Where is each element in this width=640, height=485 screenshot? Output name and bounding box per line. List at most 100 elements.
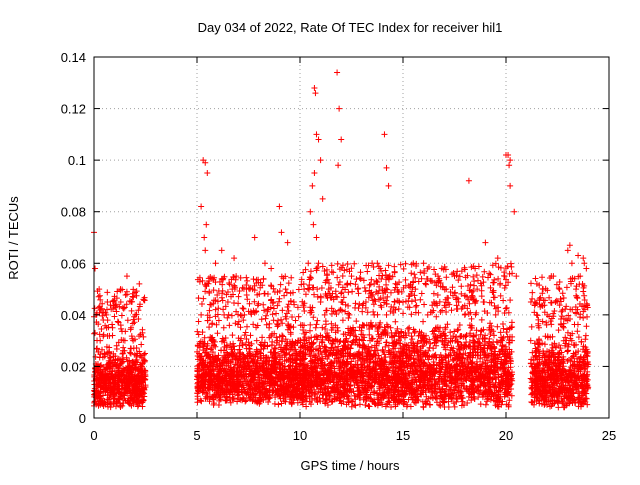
data-point (98, 326, 104, 332)
data-point (330, 269, 336, 275)
data-point (231, 300, 237, 306)
data-point (240, 305, 246, 311)
data-point (336, 308, 342, 314)
data-point (221, 312, 227, 318)
data-point (96, 294, 102, 300)
data-point (500, 326, 506, 332)
data-point (259, 316, 265, 322)
data-point (491, 332, 497, 338)
data-point (218, 347, 224, 353)
data-point (263, 316, 269, 322)
data-point (447, 329, 453, 335)
data-point (340, 317, 346, 323)
data-point (250, 321, 256, 327)
data-point (362, 402, 368, 408)
data-point (209, 320, 215, 326)
data-point (293, 317, 299, 323)
data-point (260, 302, 266, 308)
data-point (250, 276, 256, 282)
data-point (357, 401, 363, 407)
data-point (494, 324, 500, 330)
data-point (206, 324, 212, 330)
data-point (247, 332, 253, 338)
data-point (229, 332, 235, 338)
data-point (142, 297, 148, 303)
data-point (313, 321, 319, 327)
data-point (138, 342, 144, 348)
data-point (270, 311, 276, 317)
data-point (119, 312, 125, 318)
data-point (262, 291, 268, 297)
data-point (467, 310, 473, 316)
data-point (196, 319, 202, 325)
data-point (388, 290, 394, 296)
data-point (503, 306, 509, 312)
data-point (409, 336, 415, 342)
data-point (452, 404, 458, 410)
data-point (308, 275, 314, 281)
data-point (483, 402, 489, 408)
data-point (446, 404, 452, 410)
data-point (281, 293, 287, 299)
data-point (469, 316, 475, 322)
data-point (134, 345, 140, 351)
data-point (498, 329, 504, 335)
data-point (494, 339, 500, 345)
data-point (314, 318, 320, 324)
data-point (239, 285, 245, 291)
data-point (328, 321, 334, 327)
data-point (353, 318, 359, 324)
data-point (215, 305, 221, 311)
data-point (455, 327, 461, 333)
data-point (272, 401, 278, 407)
data-point (478, 401, 484, 407)
data-point (420, 319, 426, 325)
data-point (284, 289, 290, 295)
data-point (131, 319, 137, 325)
data-point (296, 314, 302, 320)
data-point (487, 331, 493, 337)
data-point (237, 343, 243, 349)
data-point (244, 292, 250, 298)
data-point (123, 292, 129, 298)
data-point (487, 320, 493, 326)
data-point (278, 282, 284, 288)
data-point (129, 333, 135, 339)
data-point (236, 294, 242, 300)
data-point (226, 322, 232, 328)
data-point (353, 403, 359, 409)
data-point (194, 329, 200, 335)
data-point (263, 313, 269, 319)
data-point (457, 333, 463, 339)
data-point (323, 321, 329, 327)
data-point (356, 290, 362, 296)
data-point (286, 280, 292, 286)
data-point (125, 317, 131, 323)
data-point (195, 393, 201, 399)
data-point (199, 301, 205, 307)
data-point (129, 308, 135, 314)
data-point (313, 333, 319, 339)
data-point (360, 338, 366, 344)
data-point (240, 317, 246, 323)
data-point (479, 317, 485, 323)
data-point (276, 296, 282, 302)
data-point (220, 297, 226, 303)
data-point (244, 278, 250, 284)
data-point (469, 360, 475, 366)
data-point (278, 317, 284, 323)
data-point (120, 345, 126, 351)
data-point (220, 306, 226, 312)
data-point (128, 346, 134, 352)
data-point (104, 307, 110, 313)
data-point (288, 275, 294, 281)
data-point (415, 339, 421, 345)
data-point (97, 355, 103, 361)
data-point (313, 325, 319, 331)
data-point (115, 318, 121, 324)
data-point (307, 322, 313, 328)
data-point (319, 325, 325, 331)
data-point (243, 275, 249, 281)
